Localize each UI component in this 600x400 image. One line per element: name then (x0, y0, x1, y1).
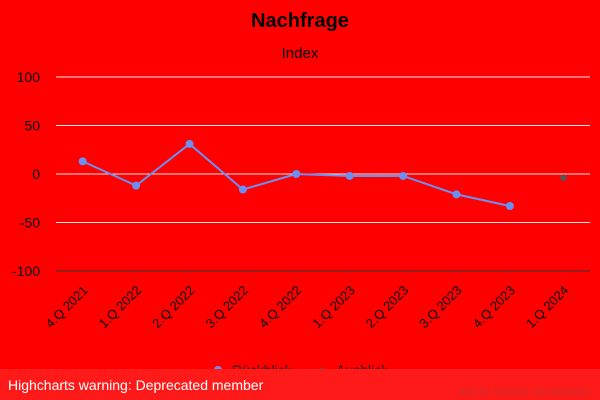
y-axis: -100 -50 0 50 100 (12, 69, 40, 279)
data-point (345, 171, 354, 180)
x-tick-label: 4.Q 2022 (256, 283, 304, 331)
x-tick-label: 2.Q 2022 (149, 283, 197, 331)
y-tick-label: 0 (32, 166, 40, 182)
warning-text: Highcharts warning: Deprecated member (8, 377, 264, 393)
x-tick-label: 3.Q 2022 (203, 283, 251, 331)
x-tick-label: 4.Q 2021 (42, 283, 90, 331)
series-layer (78, 139, 568, 211)
x-tick-label: 4.Q 2023 (470, 283, 518, 331)
y-tick-label: -50 (20, 215, 40, 231)
x-tick-label: 1.Q 2022 (96, 283, 144, 331)
y-tick-label: 100 (17, 69, 41, 85)
data-point (132, 181, 141, 190)
data-point (559, 173, 568, 182)
data-point (292, 170, 301, 178)
data-point (185, 139, 194, 148)
data-point (452, 190, 461, 199)
credits-link[interactable]: Amt für Statistik Liechtenstein (458, 387, 590, 398)
data-point (78, 157, 87, 166)
x-tick-label: 1.Q 2024 (523, 283, 571, 331)
data-point (238, 185, 247, 194)
data-point (399, 171, 408, 180)
x-tick-label: 3.Q 2023 (416, 283, 464, 331)
x-tick-label: 1.Q 2023 (309, 283, 357, 331)
chart-subtitle: Index (282, 45, 319, 62)
y-tick-label: 50 (24, 118, 40, 134)
chart-title: Nachfrage (251, 10, 349, 32)
x-tick-label: 2.Q 2023 (363, 283, 411, 331)
warning-banner: Highcharts warning: Deprecated member Am… (0, 369, 600, 400)
y-tick-label: -100 (12, 263, 40, 279)
x-axis: 4.Q 2021 1.Q 2022 2.Q 2022 3.Q 2022 4.Q 2022… (42, 283, 571, 331)
data-point (505, 202, 514, 211)
